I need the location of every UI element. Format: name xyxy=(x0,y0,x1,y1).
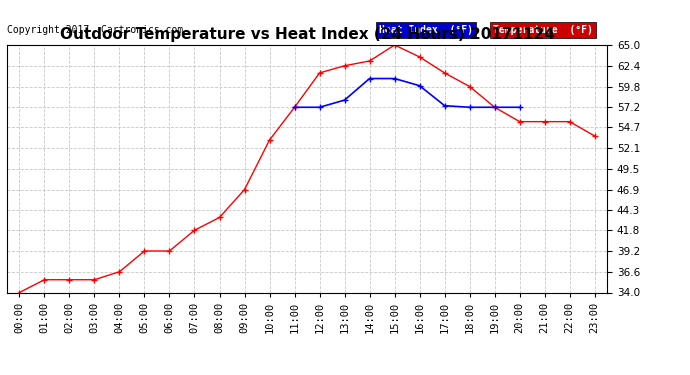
Title: Outdoor Temperature vs Heat Index (24 Hours) 20171124: Outdoor Temperature vs Heat Index (24 Ho… xyxy=(59,27,555,42)
Text: Temperature  (°F): Temperature (°F) xyxy=(493,25,593,35)
Text: Heat Index  (°F): Heat Index (°F) xyxy=(379,25,473,35)
Text: Copyright 2017  Cartronics.com: Copyright 2017 Cartronics.com xyxy=(7,25,183,35)
